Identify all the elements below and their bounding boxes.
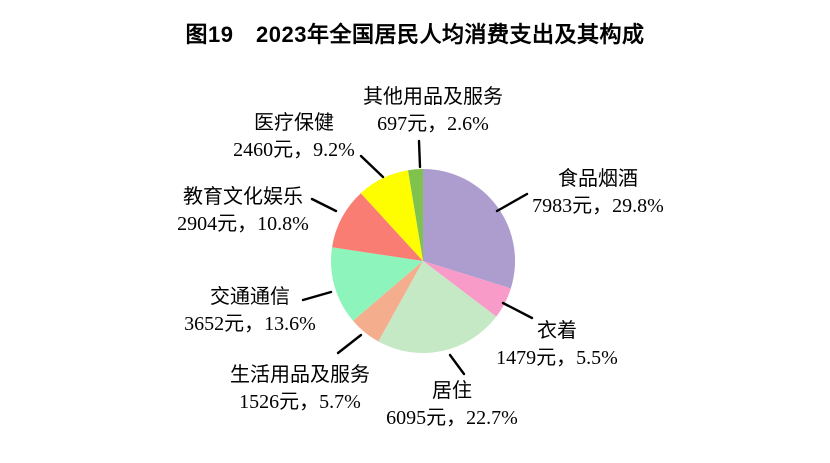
pie-label-food-tobacco-alcohol: 食品烟酒 7983元，29.8% — [532, 166, 664, 220]
pie-label-value: 2904元，10.8% — [177, 213, 309, 235]
pie-label-value: 2460元，9.2% — [233, 139, 355, 161]
pie-label-name: 食品烟酒 — [557, 168, 638, 190]
pie-label-name: 教育文化娱乐 — [182, 186, 303, 208]
pie-label-name: 其他用品及服务 — [363, 86, 503, 108]
leader-line-household-goods-services — [336, 333, 363, 355]
pie-label-clothing: 衣着 1479元，5.5% — [496, 318, 618, 372]
leader-lines — [301, 139, 534, 376]
pie-slices — [330, 169, 516, 354]
pie-slice-household-goods-services — [352, 261, 423, 342]
leader-line-transport-communication — [301, 290, 333, 302]
pie-label-name: 衣着 — [536, 320, 577, 342]
pie-label-name: 医疗保健 — [253, 112, 334, 134]
chart-title: 图19 2023年全国居民人均消费支出及其构成 — [185, 22, 645, 47]
pie-slice-transport-communication — [330, 247, 423, 321]
pie-label-other-goods-services: 其他用品及服务 697元，2.6% — [363, 84, 503, 138]
pie-slice-food-tobacco-alcohol — [423, 169, 516, 289]
pie-label-value: 7983元，29.8% — [532, 195, 664, 217]
pie-label-value: 6095元，22.7% — [386, 407, 518, 429]
pie-label-household-goods-services: 生活用品及服务 1526元，5.7% — [230, 362, 370, 416]
pie-label-education-culture-recreation: 教育文化娱乐 2904元，10.8% — [177, 184, 309, 238]
leader-line-other-goods-services — [417, 139, 422, 169]
pie-label-value: 1479元，5.5% — [496, 347, 618, 369]
leader-line-education-culture-recreation — [310, 197, 338, 213]
pie-label-transport-communication: 交通通信 3652元，13.6% — [184, 284, 316, 338]
pie-label-healthcare: 医疗保健 2460元，9.2% — [233, 110, 355, 164]
leader-line-clothing — [501, 301, 534, 320]
pie-label-value: 1526元，5.7% — [239, 391, 361, 413]
pie-label-housing: 居住 6095元，22.7% — [386, 378, 518, 432]
pie-label-value: 3652元，13.6% — [184, 313, 316, 335]
leader-line-healthcare — [359, 154, 385, 179]
pie-slice-housing — [378, 261, 497, 354]
pie-slice-education-culture-recreation — [332, 193, 423, 261]
pie-label-name: 生活用品及服务 — [230, 364, 370, 386]
leader-line-housing — [448, 353, 466, 376]
pie-slice-clothing — [423, 261, 511, 317]
pie-label-value: 697元，2.6% — [377, 113, 489, 135]
leader-line-food-tobacco-alcohol — [495, 192, 529, 213]
pie-label-name: 交通通信 — [209, 286, 290, 308]
pie-slice-other-goods-services — [408, 169, 423, 261]
pie-slice-healthcare — [360, 170, 423, 261]
pie-label-name: 居住 — [431, 380, 472, 402]
